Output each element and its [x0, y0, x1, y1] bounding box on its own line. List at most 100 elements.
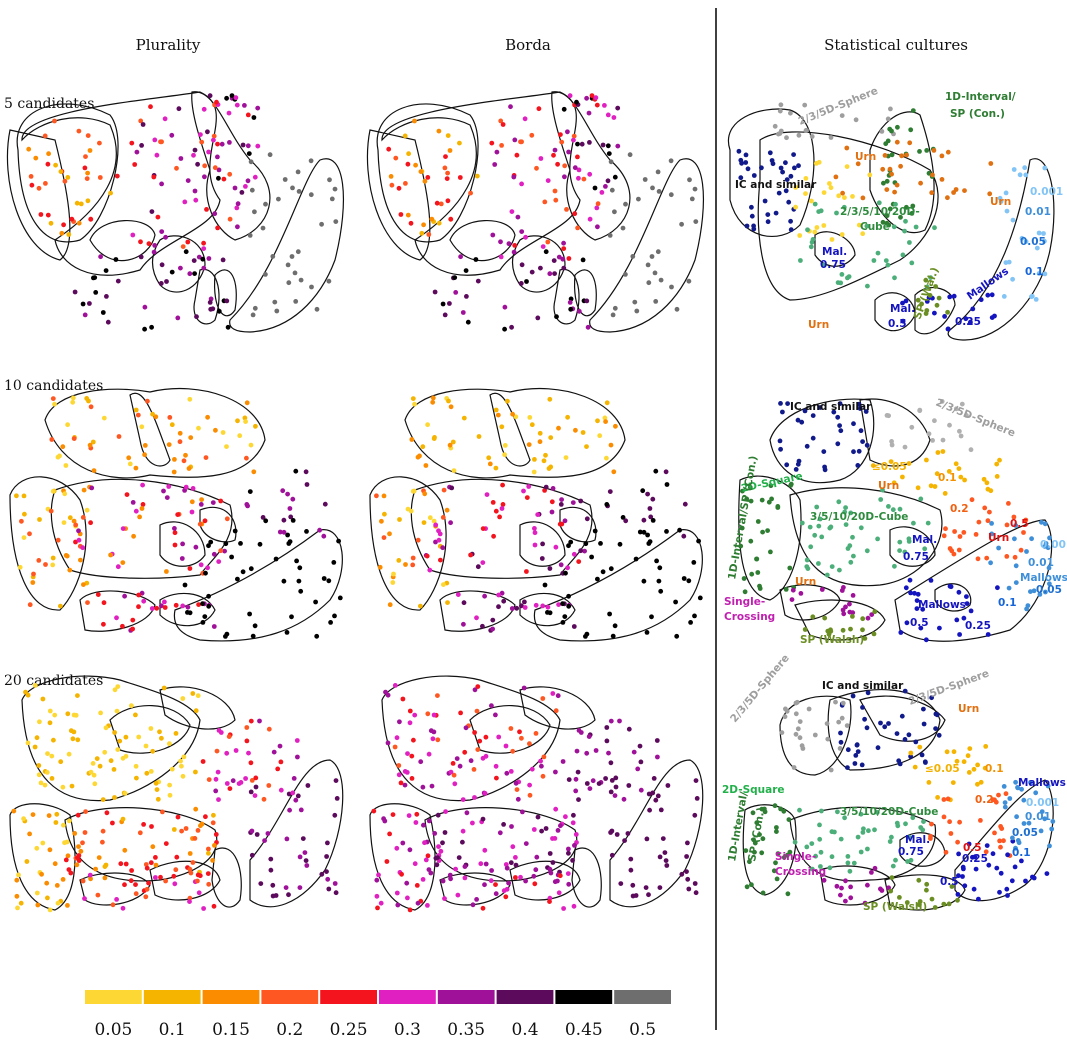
data-point	[609, 828, 615, 834]
culture-label: 0.05	[1036, 584, 1062, 596]
data-point	[87, 442, 93, 448]
data-point	[751, 837, 756, 843]
data-point	[600, 569, 606, 575]
data-point	[136, 604, 141, 610]
data-point	[115, 564, 121, 570]
data-point	[932, 225, 937, 231]
data-point	[453, 866, 458, 872]
data-point	[18, 900, 24, 906]
cluster-outline	[404, 388, 626, 479]
data-point	[171, 469, 177, 475]
data-point	[778, 446, 783, 452]
data-point	[547, 396, 553, 402]
data-point	[460, 797, 466, 802]
data-point	[941, 533, 947, 539]
data-point	[211, 903, 217, 909]
data-point	[414, 811, 420, 817]
data-point	[570, 858, 575, 863]
data-point	[260, 225, 266, 231]
data-point	[128, 878, 134, 884]
cluster-outline	[519, 592, 576, 627]
data-point	[502, 443, 508, 448]
data-point	[893, 857, 898, 863]
data-point	[87, 872, 93, 878]
data-point	[900, 300, 905, 306]
data-point	[122, 791, 128, 796]
data-point	[693, 778, 699, 783]
data-point	[1024, 549, 1029, 554]
col-title-borda: Borda	[505, 36, 551, 54]
data-point	[899, 153, 904, 159]
data-point	[417, 453, 422, 459]
data-point	[897, 539, 903, 545]
data-point	[411, 737, 416, 743]
data-point	[25, 740, 31, 746]
data-point	[554, 314, 559, 320]
data-point	[942, 314, 947, 319]
data-point	[954, 617, 960, 623]
data-point	[374, 893, 380, 899]
data-point	[936, 732, 942, 738]
data-point	[574, 748, 580, 754]
data-point	[571, 624, 577, 629]
data-point	[926, 431, 932, 437]
data-point	[626, 726, 632, 732]
cluster-outline	[410, 478, 593, 579]
data-point	[976, 896, 981, 902]
data-point	[1013, 845, 1018, 851]
data-point	[895, 124, 900, 130]
data-point	[930, 172, 935, 178]
data-point	[850, 693, 856, 699]
culture-label: Single-	[775, 851, 816, 863]
data-point	[522, 116, 528, 122]
data-point	[887, 839, 893, 844]
data-point	[847, 868, 853, 874]
data-point	[600, 142, 606, 148]
data-point	[442, 830, 448, 835]
data-point	[594, 102, 600, 108]
data-point	[253, 423, 258, 429]
data-point	[903, 821, 908, 827]
data-point	[1010, 276, 1015, 282]
data-point	[812, 201, 818, 207]
data-point	[555, 693, 561, 699]
data-point	[100, 839, 105, 845]
data-point	[210, 820, 216, 826]
data-point	[518, 281, 524, 286]
data-point	[932, 905, 938, 910]
data-point	[576, 308, 582, 314]
data-point	[630, 893, 636, 899]
data-point	[743, 152, 749, 158]
data-point	[553, 769, 558, 775]
data-point	[650, 496, 656, 502]
data-point	[968, 319, 973, 325]
data-point	[864, 548, 870, 554]
data-point	[859, 762, 865, 768]
data-point	[566, 881, 572, 887]
data-point	[88, 216, 94, 222]
data-point	[803, 176, 809, 181]
data-point	[278, 787, 284, 793]
data-point	[551, 258, 557, 263]
data-point	[610, 633, 616, 639]
data-point	[908, 590, 913, 596]
data-point	[898, 630, 904, 635]
data-point	[425, 422, 430, 428]
data-point	[937, 625, 942, 631]
data-point	[263, 518, 269, 524]
data-point	[91, 468, 97, 473]
data-point	[213, 427, 218, 433]
data-point	[246, 750, 251, 756]
culture-label: 2/3/5/10/20D-	[840, 206, 920, 218]
data-point	[95, 892, 101, 898]
data-point	[798, 591, 804, 596]
data-point	[612, 623, 618, 629]
data-point	[447, 301, 452, 306]
data-point	[197, 521, 203, 527]
data-point	[400, 696, 406, 702]
data-point	[934, 302, 940, 308]
data-point	[566, 777, 572, 782]
data-point	[326, 578, 332, 584]
data-point	[952, 529, 957, 534]
culture-label: 0.1	[985, 763, 1004, 775]
